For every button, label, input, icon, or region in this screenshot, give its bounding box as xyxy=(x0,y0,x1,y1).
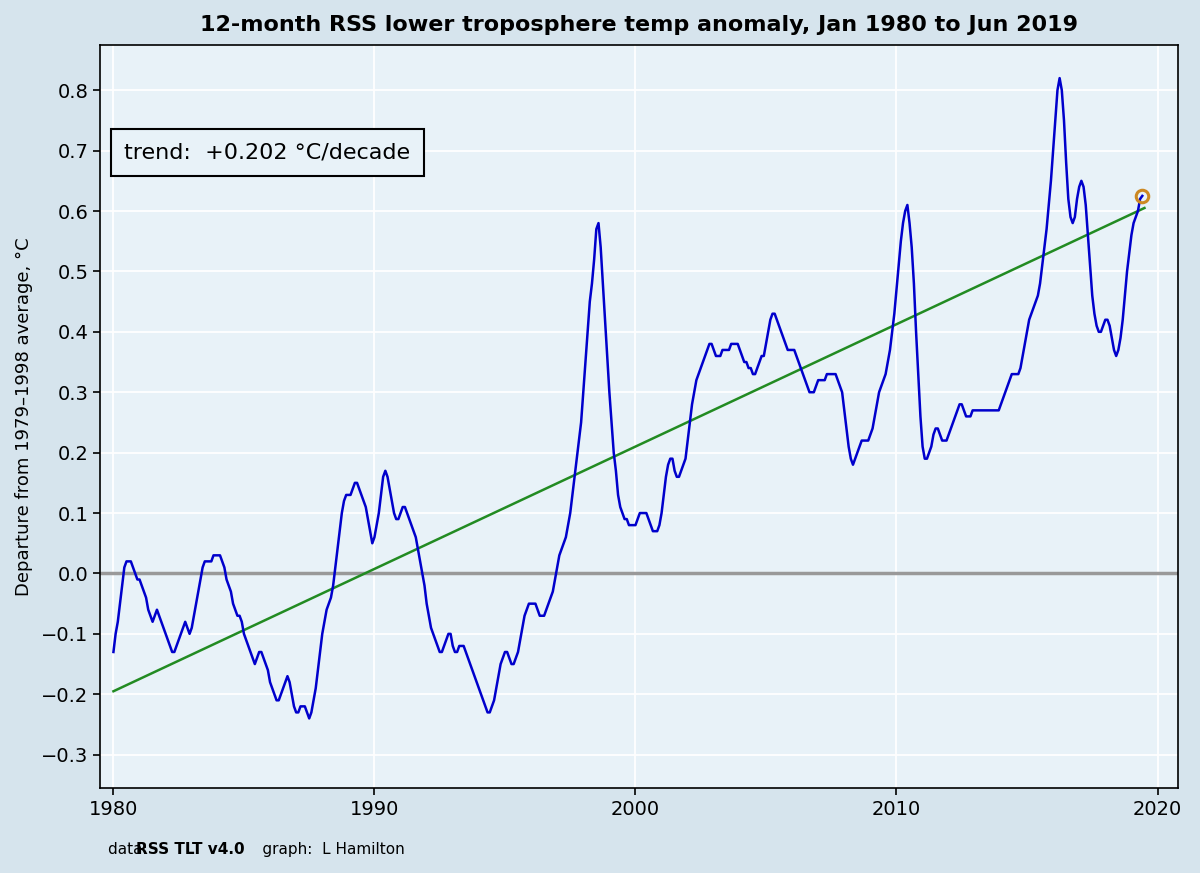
Text: RSS TLT v4.0: RSS TLT v4.0 xyxy=(136,842,245,857)
Text: trend:  +0.202 °C/decade: trend: +0.202 °C/decade xyxy=(125,142,410,162)
Text: graph:  L Hamilton: graph: L Hamilton xyxy=(238,842,404,857)
Y-axis label: Departure from 1979–1998 average, °C: Departure from 1979–1998 average, °C xyxy=(14,237,32,595)
Text: data:: data: xyxy=(108,842,157,857)
Title: 12-month RSS lower troposphere temp anomaly, Jan 1980 to Jun 2019: 12-month RSS lower troposphere temp anom… xyxy=(200,15,1079,35)
